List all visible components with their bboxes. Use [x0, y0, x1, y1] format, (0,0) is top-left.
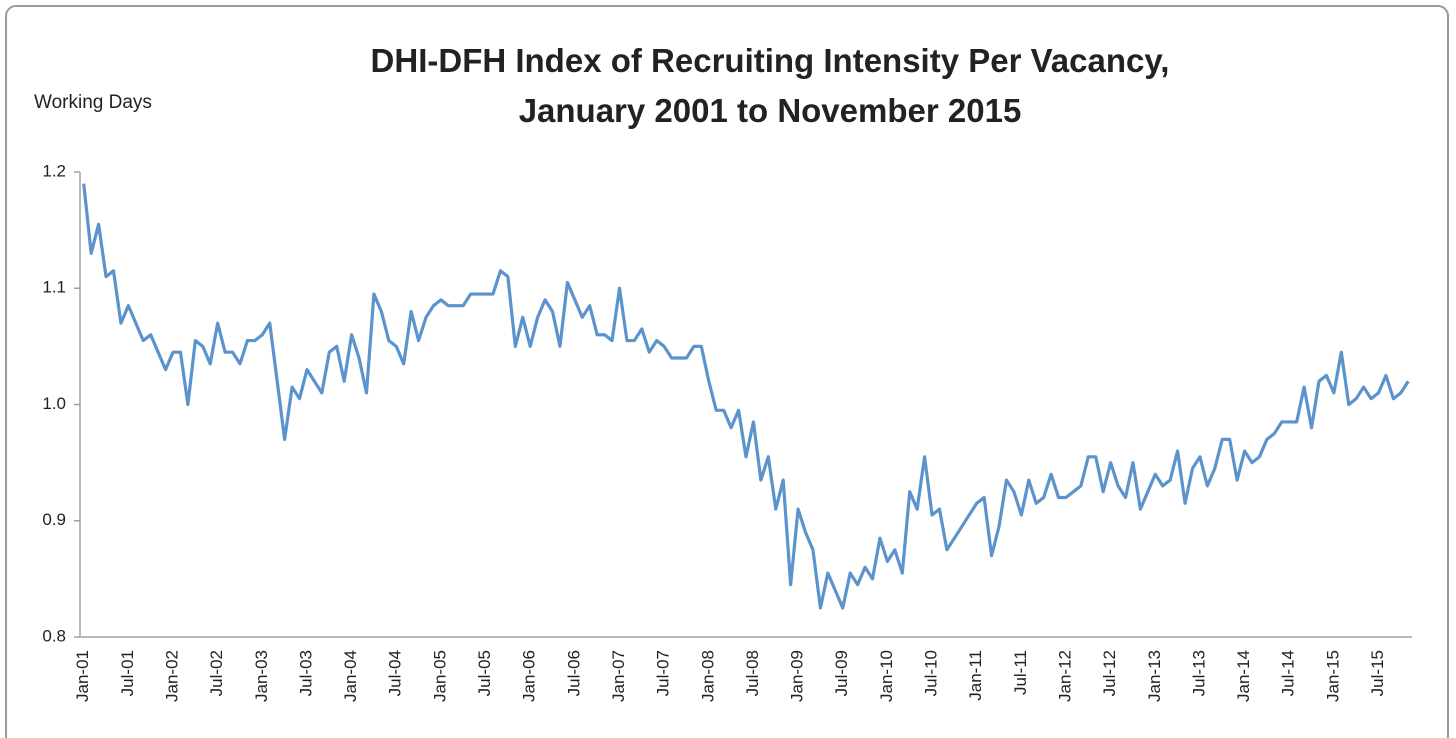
x-tick-label: Jan-06: [520, 650, 539, 702]
y-axis-label: Working Days: [34, 92, 152, 113]
x-tick-label: Jan-02: [163, 650, 182, 702]
x-tick-label: Jan-11: [966, 650, 985, 701]
x-tick-label: Jul-01: [118, 650, 137, 696]
chart-frame: [5, 5, 1449, 738]
x-tick-label: Jul-07: [654, 650, 673, 696]
x-tick-label: Jul-15: [1368, 650, 1387, 696]
x-tick-label: Jan-12: [1055, 650, 1074, 702]
x-tick-label: Jul-02: [207, 650, 226, 696]
y-tick-label: 1.0: [42, 394, 66, 413]
x-tick-label: Jan-13: [1145, 650, 1164, 702]
x-tick-label: Jan-15: [1323, 650, 1342, 702]
x-tick-label: Jan-09: [788, 650, 807, 702]
x-tick-label: Jul-12: [1100, 650, 1119, 696]
x-tick-label: Jan-07: [609, 650, 628, 702]
x-tick-label: Jul-09: [832, 650, 851, 696]
x-tick-label: Jul-13: [1189, 650, 1208, 696]
y-tick-label: 0.9: [42, 510, 66, 529]
x-tick-label: Jul-06: [564, 650, 583, 696]
y-tick-label: 0.8: [42, 626, 66, 645]
x-tick-label: Jul-08: [743, 650, 762, 696]
x-tick-label: Jul-14: [1279, 650, 1298, 696]
y-tick-label: 1.2: [42, 161, 66, 180]
x-tick-label: Jan-03: [252, 650, 271, 702]
x-tick-label: Jan-04: [341, 650, 360, 702]
x-tick-label: Jan-14: [1234, 650, 1253, 702]
x-tick-label: Jul-04: [386, 650, 405, 696]
x-tick-label: Jan-01: [73, 650, 92, 702]
x-tick-label: Jan-05: [430, 650, 449, 702]
x-tick-label: Jul-10: [922, 650, 941, 696]
data-line: [82, 183, 1410, 610]
x-tick-label: Jul-03: [296, 650, 315, 696]
chart-title: DHI-DFH Index of Recruiting Intensity Pe…: [371, 42, 1170, 79]
chart-title: January 2001 to November 2015: [519, 92, 1022, 129]
x-tick-label: Jan-08: [698, 650, 717, 702]
x-tick-label: Jan-10: [877, 650, 896, 702]
x-tick-label: Jul-11: [1011, 650, 1030, 695]
y-tick-label: 1.1: [42, 278, 66, 297]
x-tick-label: Jul-05: [475, 650, 494, 696]
